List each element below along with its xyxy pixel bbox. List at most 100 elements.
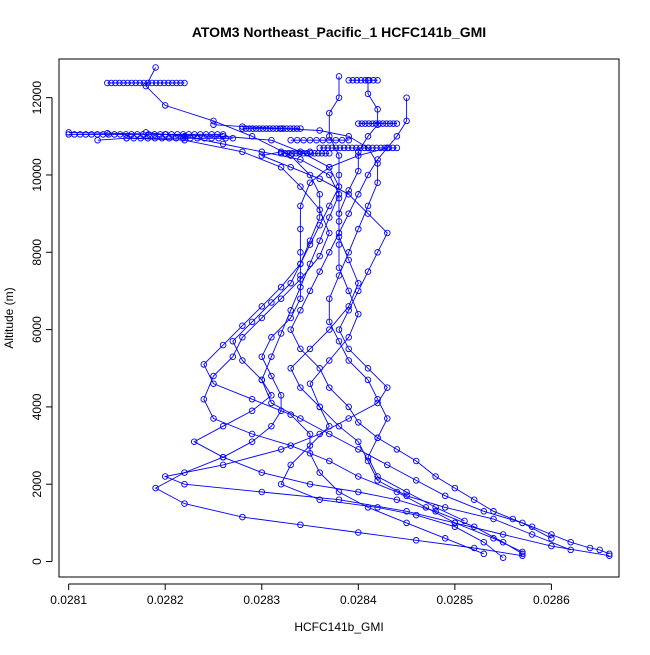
cluster-1 — [104, 79, 188, 87]
data-point — [306, 237, 314, 244]
data-point — [140, 79, 148, 87]
data-point — [130, 134, 137, 142]
data-point — [277, 163, 285, 171]
data-point — [381, 144, 388, 152]
data-point — [366, 77, 373, 84]
data-point — [258, 148, 266, 156]
data-point — [332, 136, 340, 144]
y-tick-label: 6000 — [30, 316, 44, 343]
data-point — [326, 357, 333, 364]
data-point — [219, 140, 227, 148]
data-point — [292, 150, 300, 157]
data-point — [316, 175, 323, 183]
y-axis: 0 2000 4000 6000 8000 10000 12000 — [30, 81, 53, 565]
data-point — [461, 517, 468, 525]
data-point — [384, 229, 391, 237]
data-point — [287, 365, 294, 372]
data-point — [374, 77, 381, 84]
data-point — [393, 144, 401, 152]
data-point — [345, 249, 352, 256]
data-point — [335, 218, 343, 225]
series-8 — [152, 94, 526, 559]
data-point — [385, 144, 393, 152]
series-line — [97, 137, 523, 553]
data-point — [379, 120, 387, 127]
data-point — [316, 144, 323, 152]
data-point — [355, 191, 362, 198]
data-point — [345, 187, 352, 194]
data-point — [345, 287, 352, 295]
data-point — [326, 214, 333, 221]
data-point — [144, 79, 152, 87]
data-point — [364, 171, 372, 179]
x-tick-label: 0.0283 — [243, 593, 280, 607]
data-point — [306, 171, 314, 179]
series-line — [145, 67, 484, 555]
data-point — [519, 548, 526, 556]
data-point — [277, 283, 285, 291]
data-point — [490, 515, 497, 523]
data-point — [364, 365, 372, 372]
data-point — [374, 504, 381, 511]
data-point — [373, 144, 380, 152]
data-point — [374, 434, 381, 442]
data-point — [320, 144, 328, 152]
data-point — [335, 422, 343, 430]
data-point — [361, 77, 369, 84]
data-point — [338, 136, 346, 144]
x-tick-label: 0.0284 — [340, 593, 377, 607]
series-10 — [210, 121, 468, 525]
data-point — [173, 79, 180, 87]
data-point — [248, 430, 256, 438]
data-point — [364, 133, 372, 140]
data-point — [345, 415, 352, 422]
data-point — [293, 136, 301, 144]
data-point — [172, 134, 180, 142]
x-axis-label: HCFC141b_GMI — [294, 620, 383, 634]
x-axis: 0.0281 0.0282 0.0283 0.0284 0.0285 0.0286 — [50, 583, 570, 607]
data-point — [179, 134, 187, 142]
series-line — [290, 147, 610, 555]
data-point — [181, 480, 188, 488]
data-point — [328, 144, 336, 152]
cluster-6 — [316, 144, 401, 152]
data-point — [258, 152, 266, 159]
data-point — [161, 473, 169, 480]
data-point — [412, 477, 420, 484]
data-point — [326, 133, 333, 140]
series-line — [213, 124, 465, 522]
data-point — [313, 136, 320, 144]
data-point — [390, 120, 397, 127]
data-point — [210, 117, 217, 125]
data-point — [326, 136, 333, 144]
data-point — [422, 504, 430, 511]
data-point — [181, 79, 188, 87]
data-point — [306, 480, 314, 488]
data-point — [181, 469, 188, 476]
data-point — [355, 167, 362, 175]
data-point — [355, 120, 362, 127]
data-point — [297, 521, 304, 529]
data-point — [248, 133, 256, 140]
data-point — [364, 504, 372, 511]
data-point — [239, 322, 246, 329]
data-point — [548, 531, 555, 538]
data-point — [281, 150, 289, 157]
data-point — [370, 77, 377, 84]
y-tick-label: 2000 — [30, 471, 44, 498]
data-point — [297, 415, 304, 422]
data-point — [248, 318, 256, 326]
data-point — [567, 538, 574, 546]
data-point — [132, 79, 139, 87]
data-point — [306, 380, 314, 387]
data-point — [384, 384, 391, 391]
data-point — [335, 94, 343, 101]
data-point — [303, 150, 311, 157]
data-point — [606, 550, 613, 558]
data-point — [376, 120, 383, 127]
data-point — [287, 326, 294, 333]
data-point — [326, 430, 333, 438]
data-point — [258, 376, 266, 384]
data-point — [297, 202, 304, 210]
data-point — [326, 457, 333, 465]
